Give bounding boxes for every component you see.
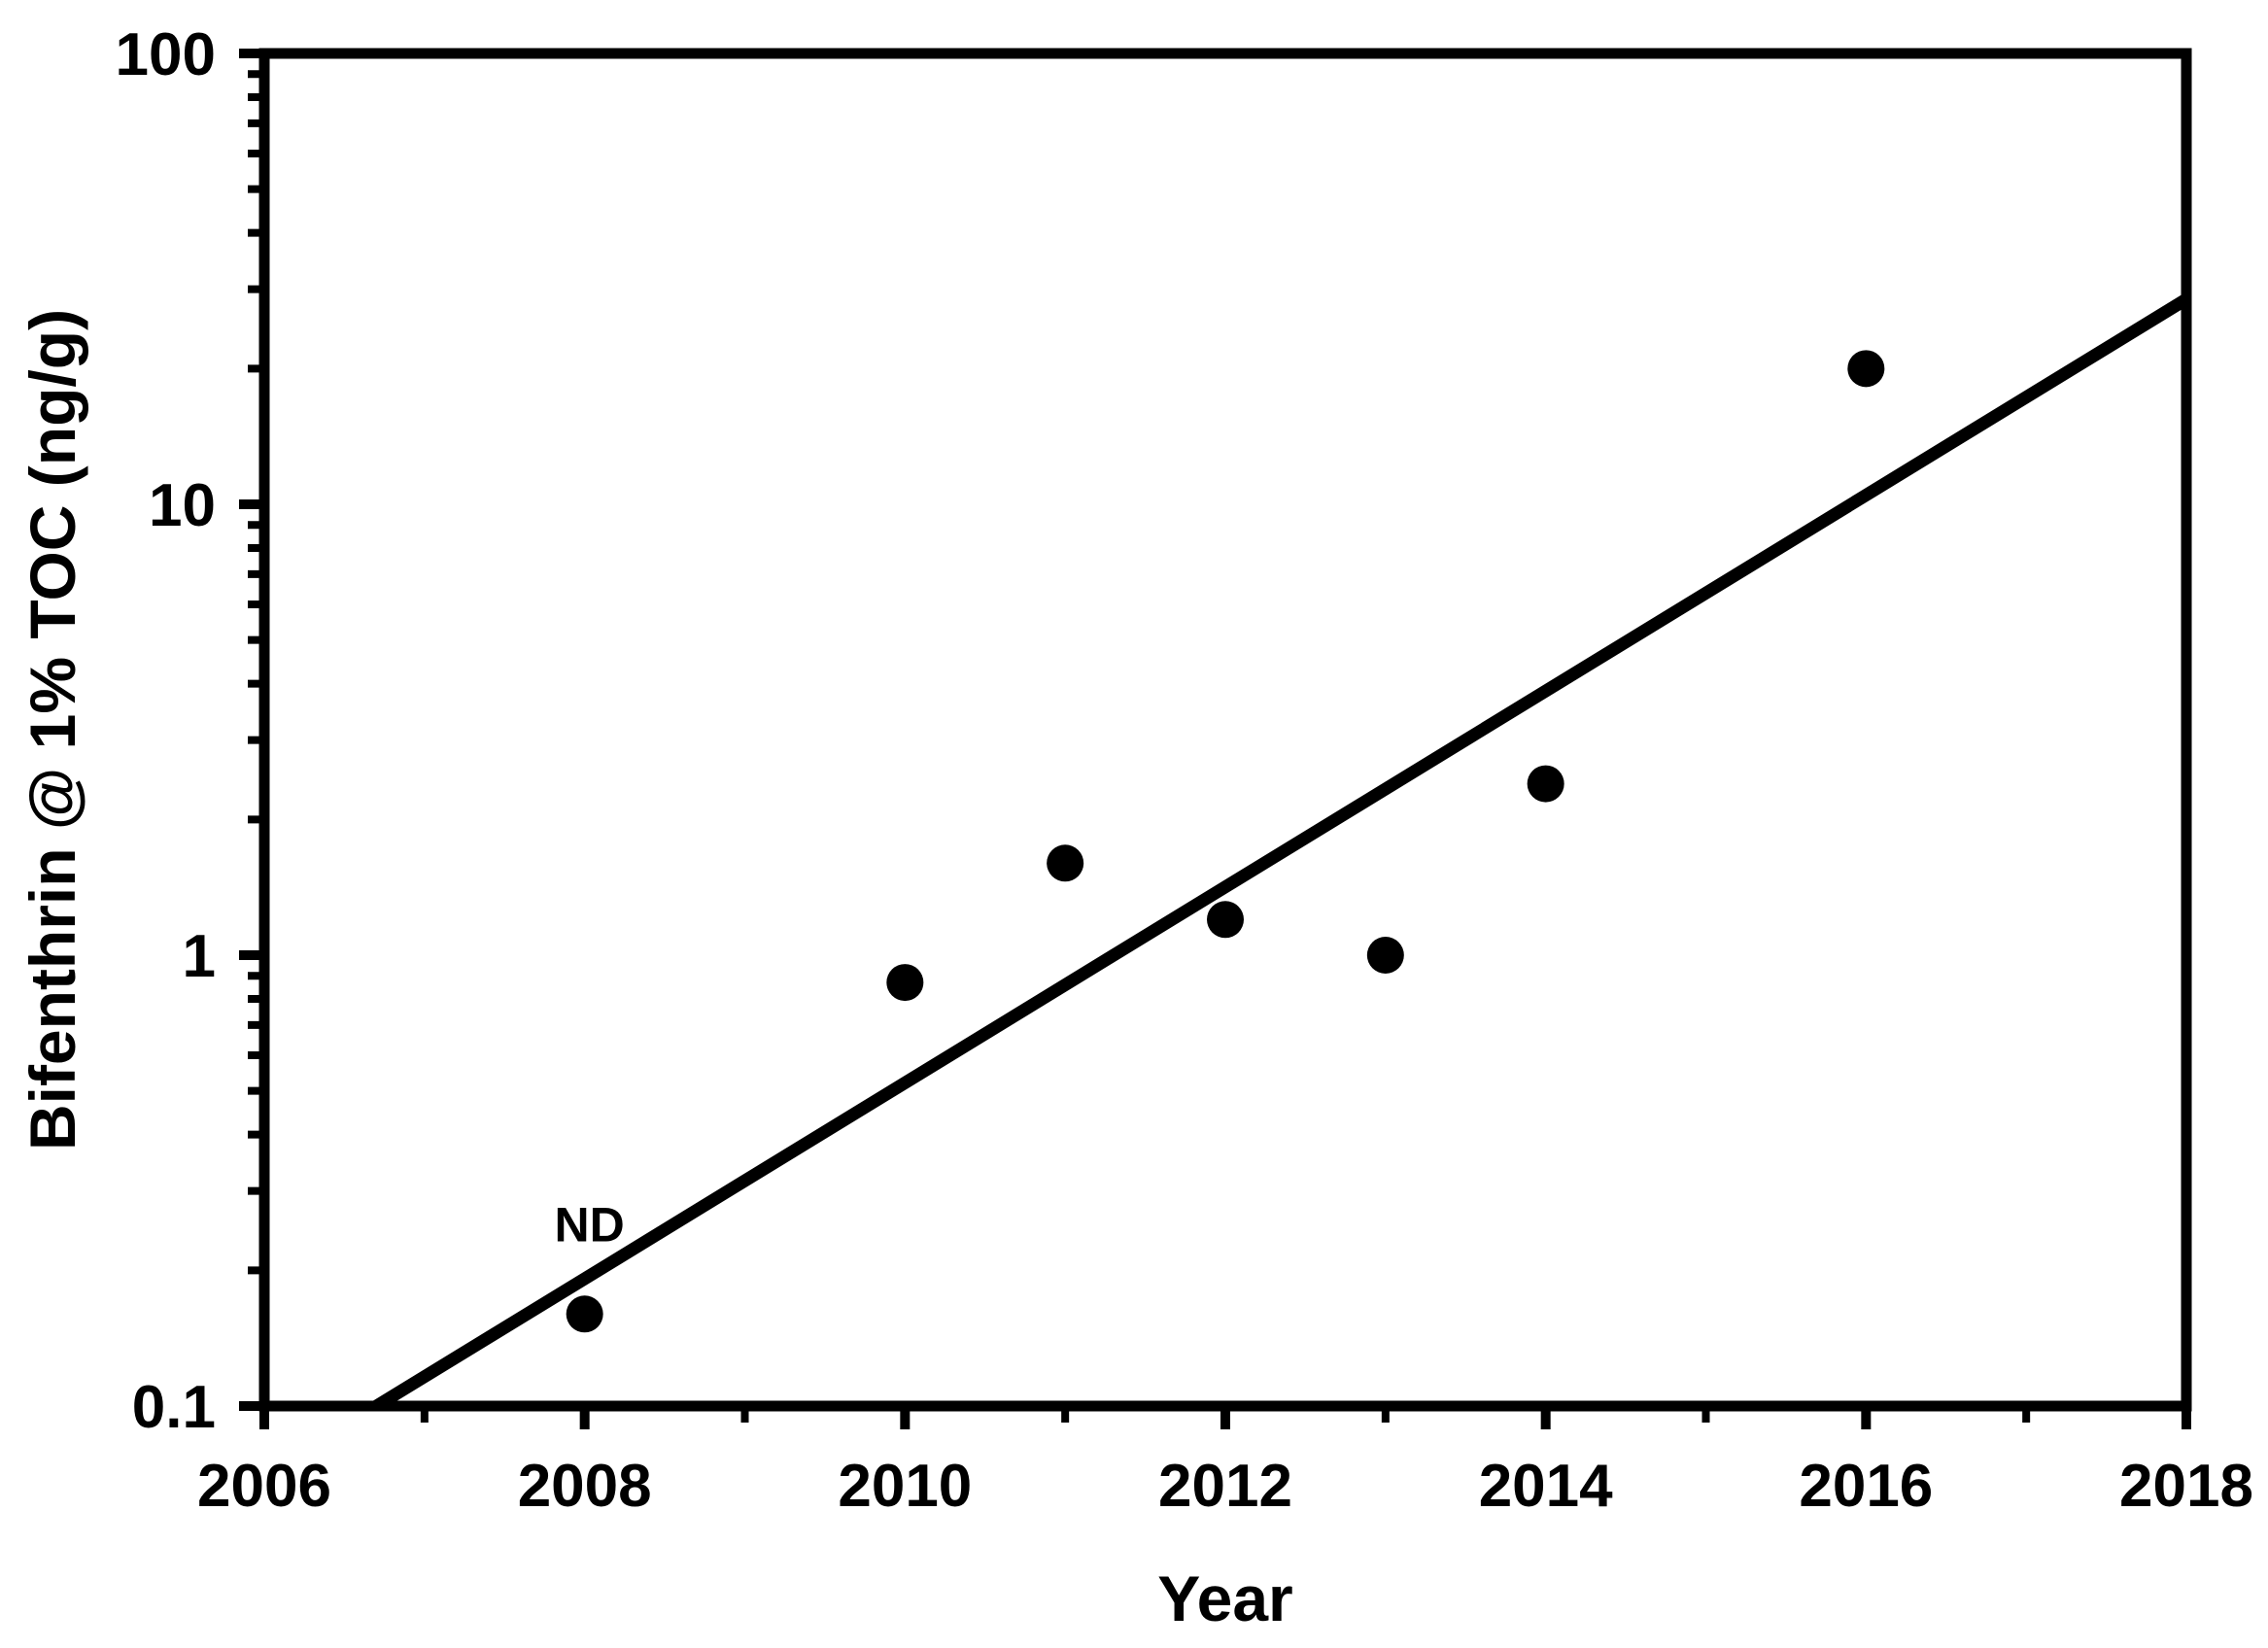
- trend-line: [372, 293, 2190, 1412]
- x-tick-label: 2012: [1158, 1453, 1292, 1520]
- plot-frame: [258, 48, 2192, 1412]
- x-tick-label: 2014: [1479, 1453, 1613, 1520]
- plot-area: 2006 2008 2010 2012 2014 2016 2018 0.1 1 10 100 ND: [116, 21, 2253, 1520]
- data-point-2012: [1207, 901, 1244, 939]
- y-tick-label: 10: [149, 472, 216, 539]
- data-point-2011: [1047, 844, 1084, 882]
- data-point-2014: [1527, 765, 1564, 803]
- data-point-2013: [1366, 937, 1404, 974]
- x-tick-label: 2018: [2119, 1453, 2253, 1520]
- y-tick-label: 100: [116, 21, 216, 88]
- data-point-2010: [886, 964, 924, 1002]
- x-tick-label: 2010: [838, 1453, 972, 1520]
- y-tick-label: 1: [183, 923, 216, 990]
- nd-annotation: ND: [555, 1197, 625, 1252]
- data-point-2016: [1847, 350, 1885, 388]
- y-axis-title: Bifenthrin @ 1% TOC (ng/g): [17, 309, 88, 1150]
- y-tick-label: 0.1: [132, 1374, 216, 1441]
- x-tick-label: 2008: [518, 1453, 652, 1520]
- x-tick-label: 2016: [1799, 1453, 1933, 1520]
- x-axis-title: Year: [1157, 1562, 1292, 1634]
- data-point-2008: [566, 1295, 603, 1333]
- x-tick-label: 2006: [197, 1453, 331, 1520]
